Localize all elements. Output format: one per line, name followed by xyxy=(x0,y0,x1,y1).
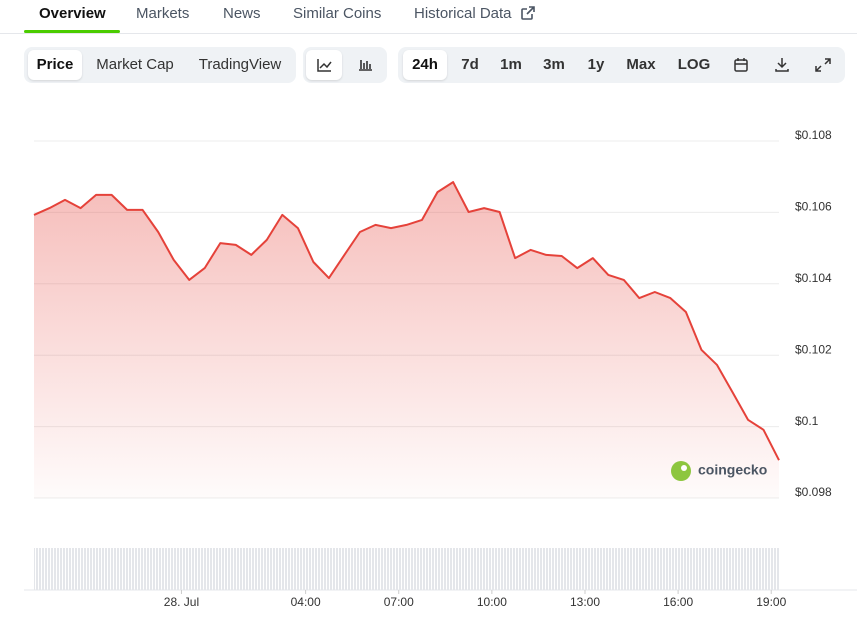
y-tick-label: $0.104 xyxy=(795,271,832,285)
tab[interactable]: Similar Coins xyxy=(293,5,382,22)
volume-band xyxy=(34,548,779,590)
range-button[interactable]: Max xyxy=(626,56,656,73)
candle-chart-button[interactable] xyxy=(347,50,383,80)
view-button[interactable]: Price xyxy=(28,50,82,80)
range-button[interactable]: 1y xyxy=(587,56,605,73)
range-button[interactable]: LOG xyxy=(677,56,711,73)
view-button[interactable]: Market Cap xyxy=(96,56,174,73)
tab[interactable]: Markets xyxy=(136,5,190,22)
watermark: coingecko xyxy=(698,462,767,478)
x-tick-label: 10:00 xyxy=(477,595,507,609)
range-button[interactable]: 1m xyxy=(500,56,522,73)
active-tab-indicator xyxy=(24,30,120,33)
y-tick-label: $0.098 xyxy=(795,485,832,499)
x-tick-label: 13:00 xyxy=(570,595,600,609)
tab[interactable]: Overview xyxy=(39,5,106,22)
x-tick-label: 04:00 xyxy=(291,595,321,609)
y-tick-label: $0.102 xyxy=(795,342,832,356)
x-tick-label: 28. Jul xyxy=(164,595,199,609)
calendar-button[interactable] xyxy=(723,50,759,80)
fullscreen-button[interactable] xyxy=(805,50,841,80)
external-link-icon xyxy=(521,6,535,20)
watermark-logo-eye xyxy=(681,465,687,471)
download-button[interactable] xyxy=(764,50,800,80)
y-tick-label: $0.106 xyxy=(795,200,832,214)
tab[interactable]: News xyxy=(223,5,261,22)
x-tick-label: 16:00 xyxy=(663,595,693,609)
area-fill xyxy=(34,182,779,498)
y-tick-label: $0.1 xyxy=(795,414,819,428)
tab[interactable]: Historical Data xyxy=(414,5,512,22)
x-tick-label: 19:00 xyxy=(756,595,786,609)
range-button[interactable]: 3m xyxy=(543,56,565,73)
watermark-logo xyxy=(671,461,691,481)
y-tick-label: $0.108 xyxy=(795,128,832,142)
view-button[interactable]: TradingView xyxy=(198,56,282,73)
price-line xyxy=(33,181,780,461)
divider xyxy=(0,33,857,34)
range-button[interactable]: 7d xyxy=(461,56,479,73)
line-chart-button[interactable] xyxy=(306,50,342,80)
range-button[interactable]: 24h xyxy=(403,50,447,80)
x-tick-label: 07:00 xyxy=(384,595,414,609)
range-group xyxy=(398,47,845,83)
